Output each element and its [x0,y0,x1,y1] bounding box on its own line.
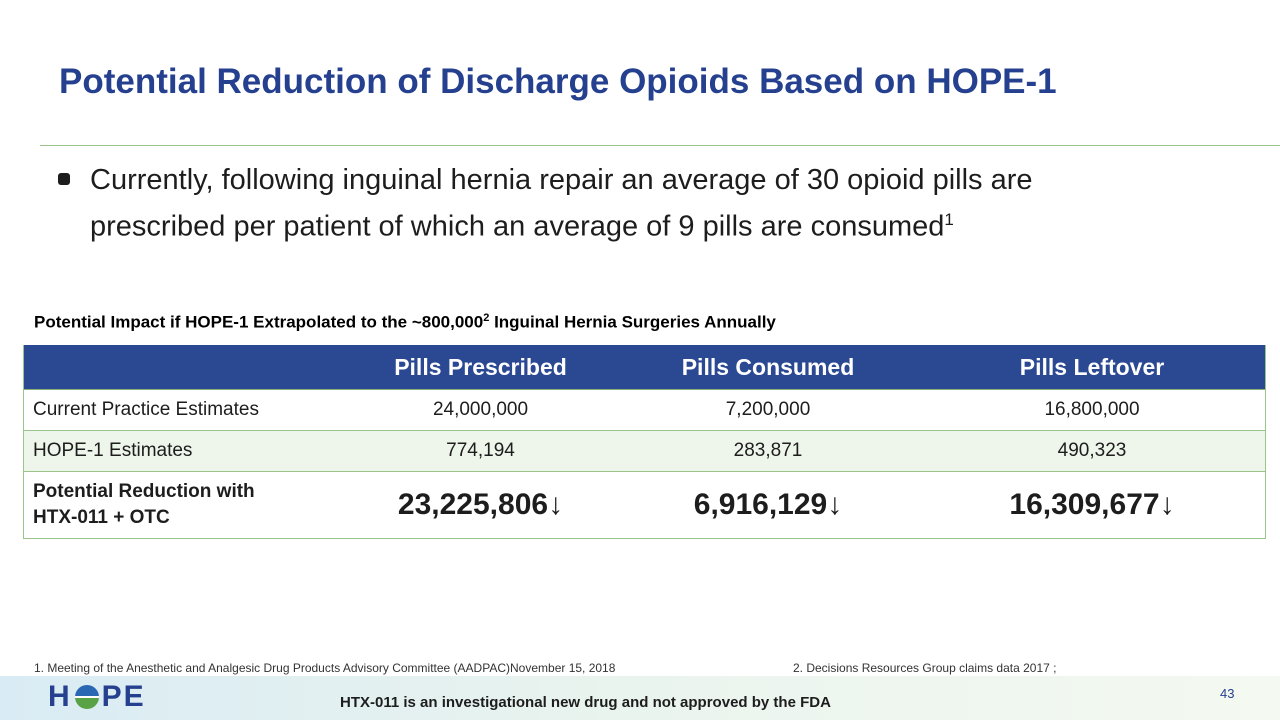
page-title: Potential Reduction of Discharge Opioids… [59,62,1057,101]
bullet-footnote-ref: 1 [944,210,954,229]
table-left-border [23,345,24,538]
down-arrow-icon: ↓ [827,488,843,521]
logo-o-icon [74,685,99,709]
table-row: Current Practice Estimates 24,000,000 7,… [23,389,1266,431]
cell-leftover: 490,323 [918,430,1266,472]
cell-prescribed: 24,000,000 [343,389,618,431]
fda-disclaimer: HTX-011 is an investigational new drug a… [340,694,831,711]
reduction-consumed-value: 6,916,129 [693,488,828,521]
logo-letter-h: H [48,680,72,713]
estimates-table: Pills Prescribed Pills Consumed Pills Le… [23,345,1266,539]
table-row: Potential Reduction with HTX-011 + OTC 23… [23,471,1266,539]
table-row: HOPE-1 Estimates 774,194 283,871 490,323 [23,430,1266,472]
row-label-line1: Potential Reduction with [33,481,255,502]
header-pills-consumed: Pills Consumed [618,345,918,390]
cell-prescribed: 23,225,806↓ [343,471,618,539]
row-label: Potential Reduction with HTX-011 + OTC [23,471,343,539]
hope-logo: H PE [48,680,146,713]
cell-leftover: 16,309,677↓ [918,471,1266,539]
cell-consumed: 7,200,000 [618,389,918,431]
row-label: Current Practice Estimates [23,389,343,431]
bullet-body: Currently, following inguinal hernia rep… [90,164,1033,243]
header-pills-leftover: Pills Leftover [918,345,1266,390]
title-divider [40,145,1280,146]
down-arrow-icon: ↓ [1159,488,1175,521]
logo-letters-pe: PE [101,680,146,713]
header-pills-prescribed: Pills Prescribed [343,345,618,390]
cell-leftover: 16,800,000 [918,389,1266,431]
cell-consumed: 6,916,129↓ [618,471,918,539]
reduction-leftover-value: 16,309,677 [1009,488,1160,521]
header-blank [23,345,343,390]
cell-prescribed: 774,194 [343,430,618,472]
cell-consumed: 283,871 [618,430,918,472]
footnote-1: 1. Meeting of the Anesthetic and Analges… [34,661,616,675]
row-label: HOPE-1 Estimates [23,430,343,472]
bullet-text: Currently, following inguinal hernia rep… [90,160,1150,247]
table-right-border [1265,345,1266,538]
footer-band [0,676,1280,720]
reduction-prescribed-value: 23,225,806 [397,488,549,521]
down-arrow-icon: ↓ [548,488,564,521]
bullet-icon [58,173,70,185]
table-header-row: Pills Prescribed Pills Consumed Pills Le… [23,345,1266,390]
table-caption-footnote-ref: 2 [483,312,490,324]
table-caption-after: Inguinal Hernia Surgeries Annually [489,312,776,332]
table-caption-before: Potential Impact if HOPE-1 Extrapolated … [34,312,484,332]
page-number: 43 [1220,686,1235,701]
footnote-2: 2. Decisions Resources Group claims data… [793,661,1057,675]
table-caption: Potential Impact if HOPE-1 Extrapolated … [34,312,776,333]
row-label-line2: HTX-011 + OTC [33,507,170,528]
